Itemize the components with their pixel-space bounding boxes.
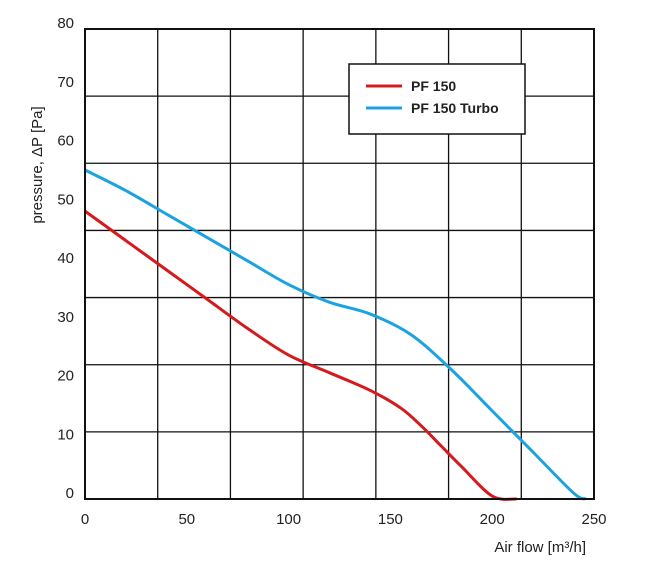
- x-tick-label: 100: [276, 511, 301, 528]
- y-axis-title: pressure, ΔP [Pa]: [29, 106, 46, 223]
- y-tick-label: 80: [57, 15, 74, 32]
- series-line-pf-150-turbo: [84, 168, 587, 501]
- y-tick-label: 0: [66, 485, 74, 502]
- series-line-pf-150: [84, 209, 517, 501]
- y-tick-label: 60: [57, 133, 74, 150]
- plot-frame: [84, 28, 595, 500]
- legend-label-pf150-turbo: PF 150 Turbo: [411, 100, 499, 116]
- series-layer: [84, 168, 587, 501]
- x-tick-label: 0: [81, 511, 89, 528]
- y-tick-label: 70: [57, 74, 74, 91]
- x-axis-title: Air flow [m³/h]: [494, 539, 586, 556]
- legend: PF 150 PF 150 Turbo: [348, 63, 526, 135]
- x-tick-label: 150: [378, 511, 403, 528]
- y-tick-label: 30: [57, 309, 74, 326]
- y-tick-label: 50: [57, 191, 74, 208]
- x-tick-label: 200: [480, 511, 505, 528]
- y-tick-label: 10: [57, 426, 74, 443]
- x-tick-label: 50: [178, 511, 195, 528]
- y-tick-label: 40: [57, 250, 74, 267]
- legend-box: [348, 63, 526, 135]
- x-tick-label: 250: [581, 511, 606, 528]
- tick-labels: 0 50 100 150 200 250 0 10 20 30 40 50 60 70 80: [57, 15, 606, 528]
- legend-label-pf150: PF 150: [411, 78, 456, 94]
- y-tick-label: 20: [57, 368, 74, 385]
